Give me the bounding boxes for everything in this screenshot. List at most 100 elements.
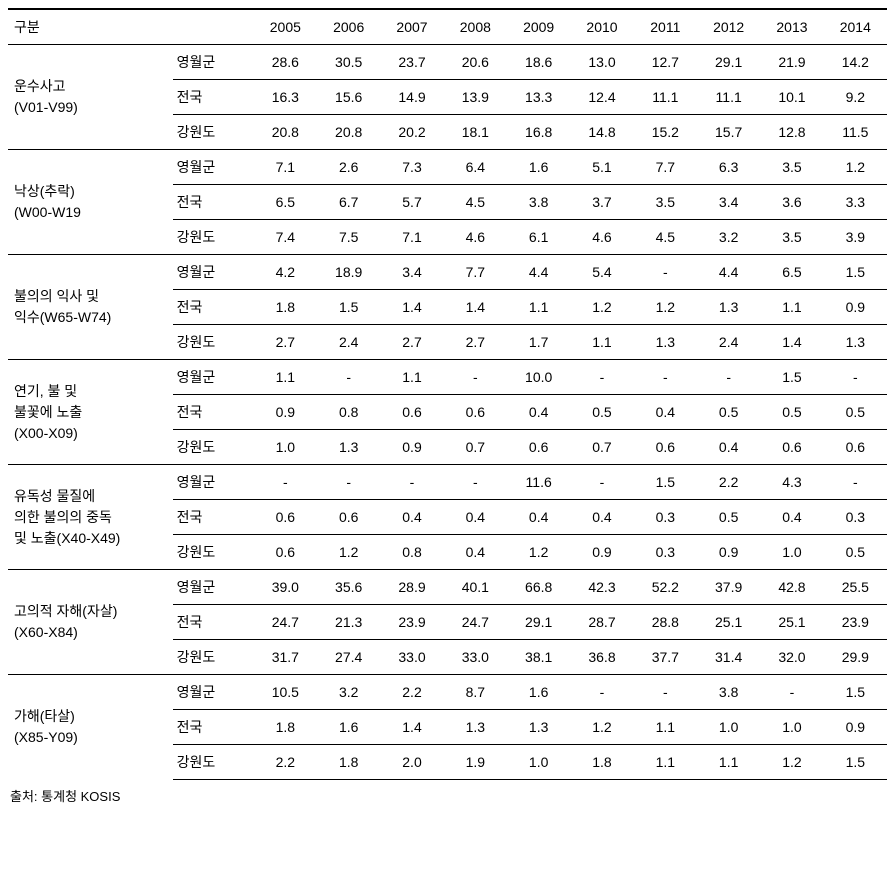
data-cell: 0.5 xyxy=(824,395,887,430)
data-cell: 11.6 xyxy=(507,465,570,500)
data-cell: - xyxy=(634,360,697,395)
data-cell: 37.9 xyxy=(697,570,760,605)
data-cell: 1.5 xyxy=(824,745,887,780)
data-cell: 3.4 xyxy=(697,185,760,220)
data-cell: 2.2 xyxy=(380,675,443,710)
data-cell: 20.8 xyxy=(254,115,317,150)
data-cell: 14.2 xyxy=(824,45,887,80)
data-cell: 33.0 xyxy=(444,640,507,675)
data-cell: 20.2 xyxy=(380,115,443,150)
table-row: 유독성 물질에의한 불의의 중독및 노출(X40-X49)영월군----11.6… xyxy=(8,465,887,500)
data-cell: 2.4 xyxy=(317,325,380,360)
region-cell: 영월군 xyxy=(173,45,254,80)
data-cell: - xyxy=(760,675,823,710)
data-cell: 0.5 xyxy=(697,500,760,535)
data-cell: 20.8 xyxy=(317,115,380,150)
data-cell: 6.1 xyxy=(507,220,570,255)
category-cell: 연기, 불 및불꽃에 노출(X00-X09) xyxy=(8,360,173,465)
data-cell: 1.2 xyxy=(634,290,697,325)
region-cell: 전국 xyxy=(173,605,254,640)
region-cell: 전국 xyxy=(173,395,254,430)
data-cell: 1.4 xyxy=(760,325,823,360)
data-cell: 3.8 xyxy=(697,675,760,710)
data-cell: 1.3 xyxy=(317,430,380,465)
data-cell: 11.1 xyxy=(634,80,697,115)
data-cell: 31.4 xyxy=(697,640,760,675)
region-cell: 강원도 xyxy=(173,325,254,360)
data-cell: 0.4 xyxy=(444,500,507,535)
data-cell: 3.3 xyxy=(824,185,887,220)
category-cell: 고의적 자해(자살)(X60-X84) xyxy=(8,570,173,675)
data-cell: 0.4 xyxy=(380,500,443,535)
data-cell: 1.3 xyxy=(634,325,697,360)
data-cell: 1.1 xyxy=(697,745,760,780)
data-cell: 0.6 xyxy=(254,500,317,535)
data-cell: 66.8 xyxy=(507,570,570,605)
data-cell: - xyxy=(444,360,507,395)
data-cell: 1.4 xyxy=(380,290,443,325)
data-cell: 0.4 xyxy=(570,500,633,535)
data-cell: 1.4 xyxy=(444,290,507,325)
data-cell: 3.5 xyxy=(760,150,823,185)
data-cell: 0.5 xyxy=(760,395,823,430)
data-cell: 1.1 xyxy=(634,710,697,745)
data-cell: 1.1 xyxy=(760,290,823,325)
data-cell: 0.6 xyxy=(444,395,507,430)
data-cell: 10.1 xyxy=(760,80,823,115)
table-row: 고의적 자해(자살)(X60-X84)영월군39.035.628.940.166… xyxy=(8,570,887,605)
data-cell: 18.9 xyxy=(317,255,380,290)
data-cell: 1.2 xyxy=(317,535,380,570)
region-cell: 강원도 xyxy=(173,220,254,255)
data-cell: 4.4 xyxy=(697,255,760,290)
category-cell: 유독성 물질에의한 불의의 중독및 노출(X40-X49) xyxy=(8,465,173,570)
data-cell: 15.7 xyxy=(697,115,760,150)
data-cell: 0.8 xyxy=(317,395,380,430)
table-row: 가해(타살)(X85-Y09)영월군10.53.22.28.71.6--3.8-… xyxy=(8,675,887,710)
header-year: 2005 xyxy=(254,9,317,45)
data-cell: 1.8 xyxy=(317,745,380,780)
data-cell: - xyxy=(317,465,380,500)
header-year: 2009 xyxy=(507,9,570,45)
data-cell: 0.7 xyxy=(570,430,633,465)
data-cell: 10.5 xyxy=(254,675,317,710)
data-cell: 38.1 xyxy=(507,640,570,675)
data-cell: 3.5 xyxy=(634,185,697,220)
data-cell: - xyxy=(317,360,380,395)
region-cell: 영월군 xyxy=(173,360,254,395)
header-year: 2008 xyxy=(444,9,507,45)
data-cell: 0.4 xyxy=(634,395,697,430)
region-cell: 강원도 xyxy=(173,535,254,570)
data-cell: 42.3 xyxy=(570,570,633,605)
data-cell: 29.9 xyxy=(824,640,887,675)
data-cell: 5.4 xyxy=(570,255,633,290)
data-cell: 7.7 xyxy=(444,255,507,290)
data-cell: 25.1 xyxy=(697,605,760,640)
data-cell: 1.2 xyxy=(570,710,633,745)
source-text: 출처: 통계청 KOSIS xyxy=(8,786,887,805)
region-cell: 전국 xyxy=(173,185,254,220)
data-cell: 28.8 xyxy=(634,605,697,640)
data-cell: 3.4 xyxy=(380,255,443,290)
data-cell: - xyxy=(634,255,697,290)
data-cell: 7.1 xyxy=(380,220,443,255)
data-cell: 1.4 xyxy=(380,710,443,745)
data-cell: 39.0 xyxy=(254,570,317,605)
data-cell: 37.7 xyxy=(634,640,697,675)
data-cell: 0.6 xyxy=(254,535,317,570)
header-year: 2011 xyxy=(634,9,697,45)
data-cell: 1.3 xyxy=(824,325,887,360)
region-cell: 영월군 xyxy=(173,150,254,185)
header-year: 2012 xyxy=(697,9,760,45)
data-cell: 13.9 xyxy=(444,80,507,115)
data-cell: 1.5 xyxy=(824,255,887,290)
data-cell: - xyxy=(824,360,887,395)
data-cell: 1.6 xyxy=(507,150,570,185)
data-cell: 29.1 xyxy=(507,605,570,640)
header-year: 2006 xyxy=(317,9,380,45)
data-cell: 11.1 xyxy=(697,80,760,115)
data-cell: 0.8 xyxy=(380,535,443,570)
data-cell: 4.5 xyxy=(634,220,697,255)
data-cell: 2.2 xyxy=(254,745,317,780)
data-cell: 18.6 xyxy=(507,45,570,80)
region-cell: 전국 xyxy=(173,80,254,115)
